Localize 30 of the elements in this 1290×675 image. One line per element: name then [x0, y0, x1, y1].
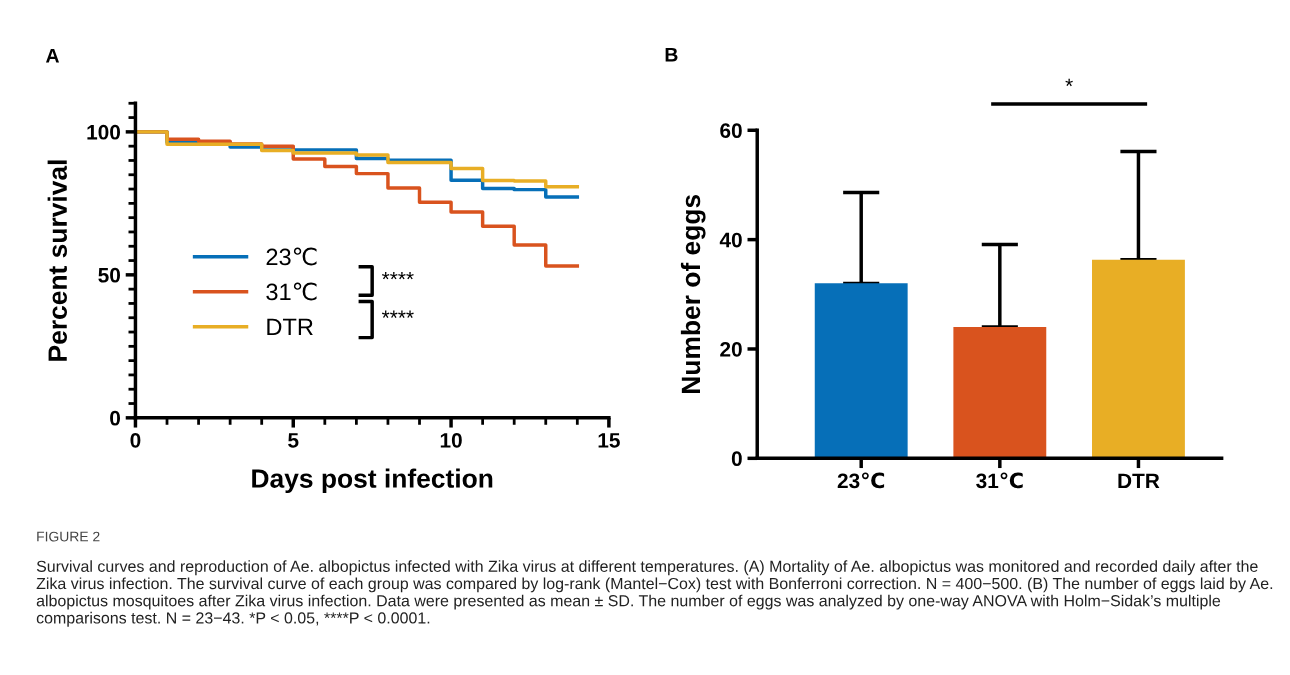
- chart-title: A: [45, 49, 60, 63]
- caption: FIGURE 2: [37, 531, 100, 542]
- x-tick-label: DTR: [1118, 473, 1160, 489]
- y-tick-label: 40: [719, 232, 742, 248]
- y-tick-label: 20: [720, 341, 742, 357]
- bar: [1092, 259, 1185, 459]
- x-axis-title: Days post infection: [252, 468, 493, 494]
- y-axis-title: Percent survival: [47, 160, 68, 361]
- x-tick-label: 23℃: [837, 472, 885, 489]
- text: *: [1065, 78, 1073, 87]
- y-tick-label: 60: [720, 123, 742, 139]
- bar: [953, 327, 1047, 459]
- y-tick-label: 0: [731, 451, 742, 467]
- x-tick-label: 0: [130, 432, 141, 448]
- annotation: ****: [381, 310, 414, 318]
- y-axis-title: Number of eggs: [680, 194, 706, 393]
- legend-label: 23℃: [266, 247, 317, 266]
- bar: [814, 283, 908, 459]
- legend-label: 31℃: [266, 282, 317, 301]
- y-tick-label: 50: [98, 267, 121, 283]
- x-tick-label: 5: [288, 433, 299, 448]
- y-tick-label: 0: [110, 410, 121, 426]
- x-tick-label: 10: [440, 432, 462, 448]
- x-tick-label: 31℃: [976, 472, 1023, 489]
- legend-label: DTR: [267, 318, 313, 336]
- text: Survival curves and reproduction of Ae. albopictus infected with Zika virus at different temperatures. (A) Mortality of Ae. albopictus was monitored and recorded daily after the Zika virus infection. The survival curve of each group was compared by log-rank (Mantel−Cox) test with Bonferroni correction. N = 400−500. (B) The number of eggs laid by Ae. albopictus mosquitoes after Zika virus infection. Data were presented as mean ± SD. The number of eggs was analyzed by one-way ANOVA with Holm−Sidak’s multiple comparisons test. N = 23−43. *P < 0.05, ****P < 0.0001.: [36, 560, 1273, 627]
- chart-title: B: [665, 48, 678, 62]
- y-tick-label: 100: [87, 124, 121, 140]
- annotation: ****: [381, 272, 414, 280]
- x-tick-label: 15: [598, 433, 620, 448]
